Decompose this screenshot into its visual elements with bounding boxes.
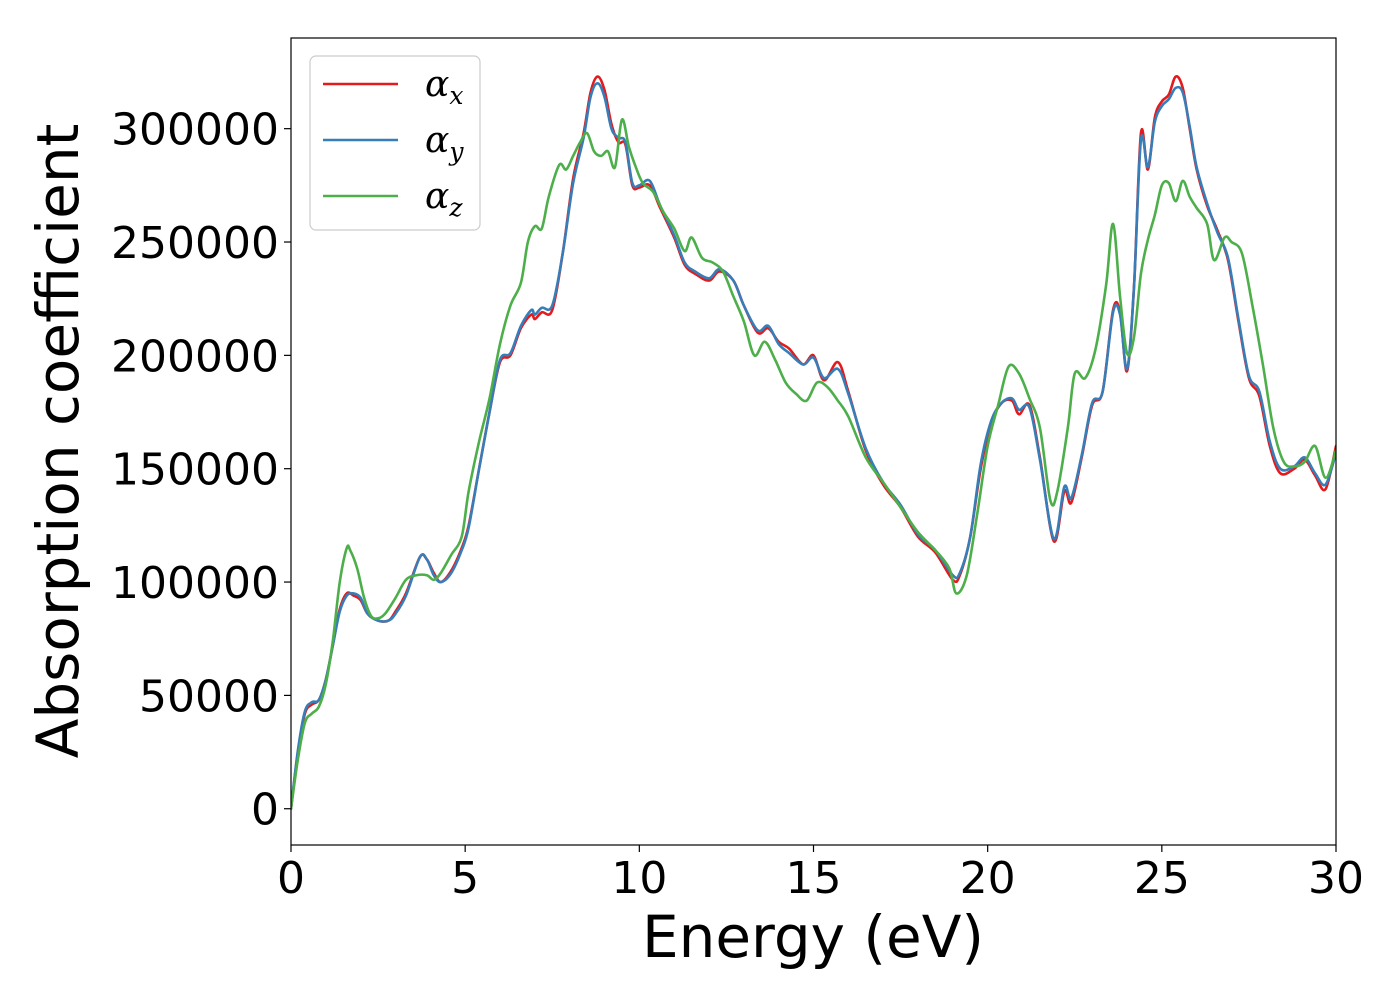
series-line-y: [291, 82, 1336, 811]
x-tick-label: 0: [277, 853, 305, 904]
x-tick-label: 20: [960, 853, 1016, 904]
y-tick-label: 50000: [139, 671, 279, 722]
x-tick-label: 25: [1134, 853, 1190, 904]
x-tick-label: 15: [786, 853, 842, 904]
legend-box: [309, 55, 481, 231]
y-tick-label: 200000: [111, 331, 279, 382]
x-tick-label: 30: [1308, 853, 1364, 904]
series-line-z: [291, 118, 1336, 811]
y-tick-label: 150000: [111, 445, 279, 496]
x-axis: 0 5 10 15 20 25 30: [277, 845, 1364, 904]
y-tick-label: 100000: [111, 558, 279, 609]
y-axis-title: Absorption coefficient: [24, 124, 92, 759]
y-tick-label: 250000: [111, 218, 279, 269]
y-tick-label: 300000: [111, 105, 279, 156]
x-tick-label: 5: [451, 853, 479, 904]
legend-label-z: αz: [425, 176, 463, 222]
x-tick-label: 10: [611, 853, 667, 904]
y-axis: 0 50000 100000 150000 200000 250000 300000: [111, 105, 291, 836]
x-axis-title: Energy (eV): [642, 903, 984, 971]
y-tick-label: 0: [251, 785, 279, 836]
